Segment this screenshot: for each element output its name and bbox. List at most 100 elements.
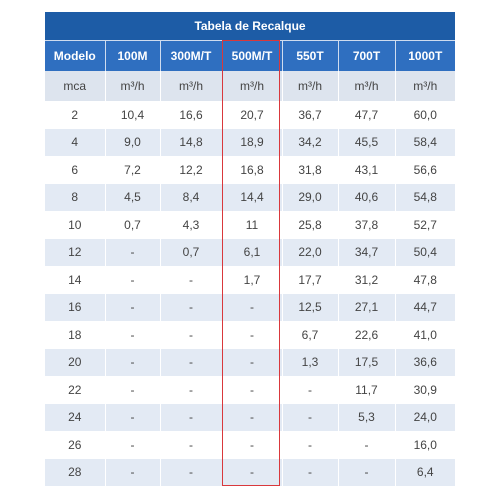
title-row: Tabela de Recalque [45, 12, 456, 41]
cell: - [104, 403, 160, 431]
cell: - [337, 431, 395, 459]
cell: m³/h [159, 71, 222, 101]
cell: - [159, 266, 222, 294]
cell: 8,4 [159, 183, 222, 211]
cell: Modelo [45, 40, 105, 71]
cell: 25,8 [281, 211, 338, 239]
cell: 29,0 [281, 183, 338, 211]
cell: 40,6 [337, 183, 395, 211]
cell: 0,7 [104, 211, 160, 239]
cell: - [104, 458, 160, 486]
cell: 7,2 [104, 156, 160, 184]
cell: - [337, 458, 395, 486]
data-row: 22- - - -11,7 30,9 [45, 376, 456, 404]
cell: 17,7 [281, 266, 338, 294]
cell: 100M [104, 40, 160, 71]
cell: 550T [281, 40, 338, 71]
cell: 47,8 [394, 266, 456, 294]
data-row: 14- -1,7 17,7 31,2 47,8 [45, 266, 456, 294]
cell: 8 [45, 183, 105, 211]
cell: - [221, 376, 282, 404]
cell: 24 [45, 403, 105, 431]
cell: 700T [337, 40, 395, 71]
cell: m³/h [281, 71, 338, 101]
cell: 20,7 [221, 101, 282, 129]
cell: 22 [68, 382, 82, 397]
data-row: 24- - - -5,3 24,0 [45, 403, 456, 431]
cell: 10 [68, 217, 82, 232]
cell: 6,1 [221, 238, 282, 266]
data-row: 18- - -6,7 22,6 41,0 [45, 321, 456, 349]
cell: 300M/T [159, 40, 222, 71]
cell: 43,1 [337, 156, 395, 184]
cell: 22,6 [337, 321, 395, 349]
cell: 54,8 [394, 183, 456, 211]
cell: 16,0 [394, 431, 456, 459]
cell: 50,4 [394, 238, 456, 266]
data-row: 2 10,4 16,6 20,7 36,7 47,7 60,0 [45, 101, 456, 129]
cell: - [221, 321, 282, 349]
cell: 56,6 [394, 156, 456, 184]
cell: - [159, 321, 222, 349]
cell: 4 [45, 128, 105, 156]
cell: 1,3 [281, 348, 338, 376]
cell: 36,7 [281, 101, 338, 129]
cell: m³/h [104, 71, 160, 101]
cell: - [221, 348, 282, 376]
cell: 12 [45, 238, 105, 266]
cell: 30,9 [394, 376, 456, 404]
cell: 36,6 [394, 348, 456, 376]
cell: - [104, 376, 160, 404]
cell: 16 [45, 293, 105, 321]
cell: - [281, 458, 338, 486]
cell: - [104, 238, 160, 266]
cell: 28 [45, 458, 105, 486]
cell: 1,7 [221, 266, 282, 294]
cell: - [221, 431, 282, 459]
cell: - [159, 376, 222, 404]
cell: 52,7 [394, 211, 456, 239]
data-row: 20- - -1,3 17,5 36,6 [45, 348, 456, 376]
units-row: mca m³/h m³/h m³/h m³/h m³/h m³/h [45, 71, 456, 101]
cell: 27,1 [337, 293, 395, 321]
cell: 37,8 [337, 211, 395, 239]
cell: 12,5 [281, 293, 338, 321]
data-row: 10 0,7 4,3 11 25,8 37,8 52,7 [45, 211, 456, 239]
cell: - [104, 431, 160, 459]
cell: - [104, 266, 160, 294]
cell: 1000T [394, 40, 456, 71]
cell: 34,7 [337, 238, 395, 266]
cell: - [104, 348, 160, 376]
cell: 2 [71, 107, 79, 122]
cell: 18,9 [221, 128, 282, 156]
data-row: 8 4,5 8,4 14,4 29,0 40,6 54,8 [45, 183, 456, 211]
cell: 11,7 [337, 376, 395, 404]
data-row: 16- - -12,5 27,1 44,7 [45, 293, 456, 321]
cell: - [221, 403, 282, 431]
data-row: 28- - - - -6,4 [45, 458, 456, 486]
cell: - [104, 293, 160, 321]
cell: 9,0 [104, 128, 160, 156]
cell: - [104, 321, 160, 349]
cell: 45,5 [337, 128, 395, 156]
cell: 0,7 [159, 238, 222, 266]
cell: 26 [68, 437, 82, 452]
cell: 14 [68, 272, 82, 287]
cell: - [159, 458, 222, 486]
cell: 22,0 [281, 238, 338, 266]
cell: 47,7 [337, 101, 395, 129]
cell: 4,3 [159, 211, 222, 239]
data-row: 4 9,0 14,8 18,9 34,2 45,5 58,4 [45, 128, 456, 156]
cell: 34,2 [281, 128, 338, 156]
cell: 16,6 [159, 101, 222, 129]
cell: - [221, 293, 282, 321]
cell: 31,2 [337, 266, 395, 294]
cell: 6 [71, 162, 79, 177]
cell: - [281, 431, 338, 459]
cell: 10,4 [104, 101, 160, 129]
cell: - [221, 458, 282, 486]
cell: 18 [68, 327, 82, 342]
cell: 11 [221, 211, 282, 239]
cell: 44,7 [394, 293, 456, 321]
cell: m³/h [221, 71, 282, 101]
